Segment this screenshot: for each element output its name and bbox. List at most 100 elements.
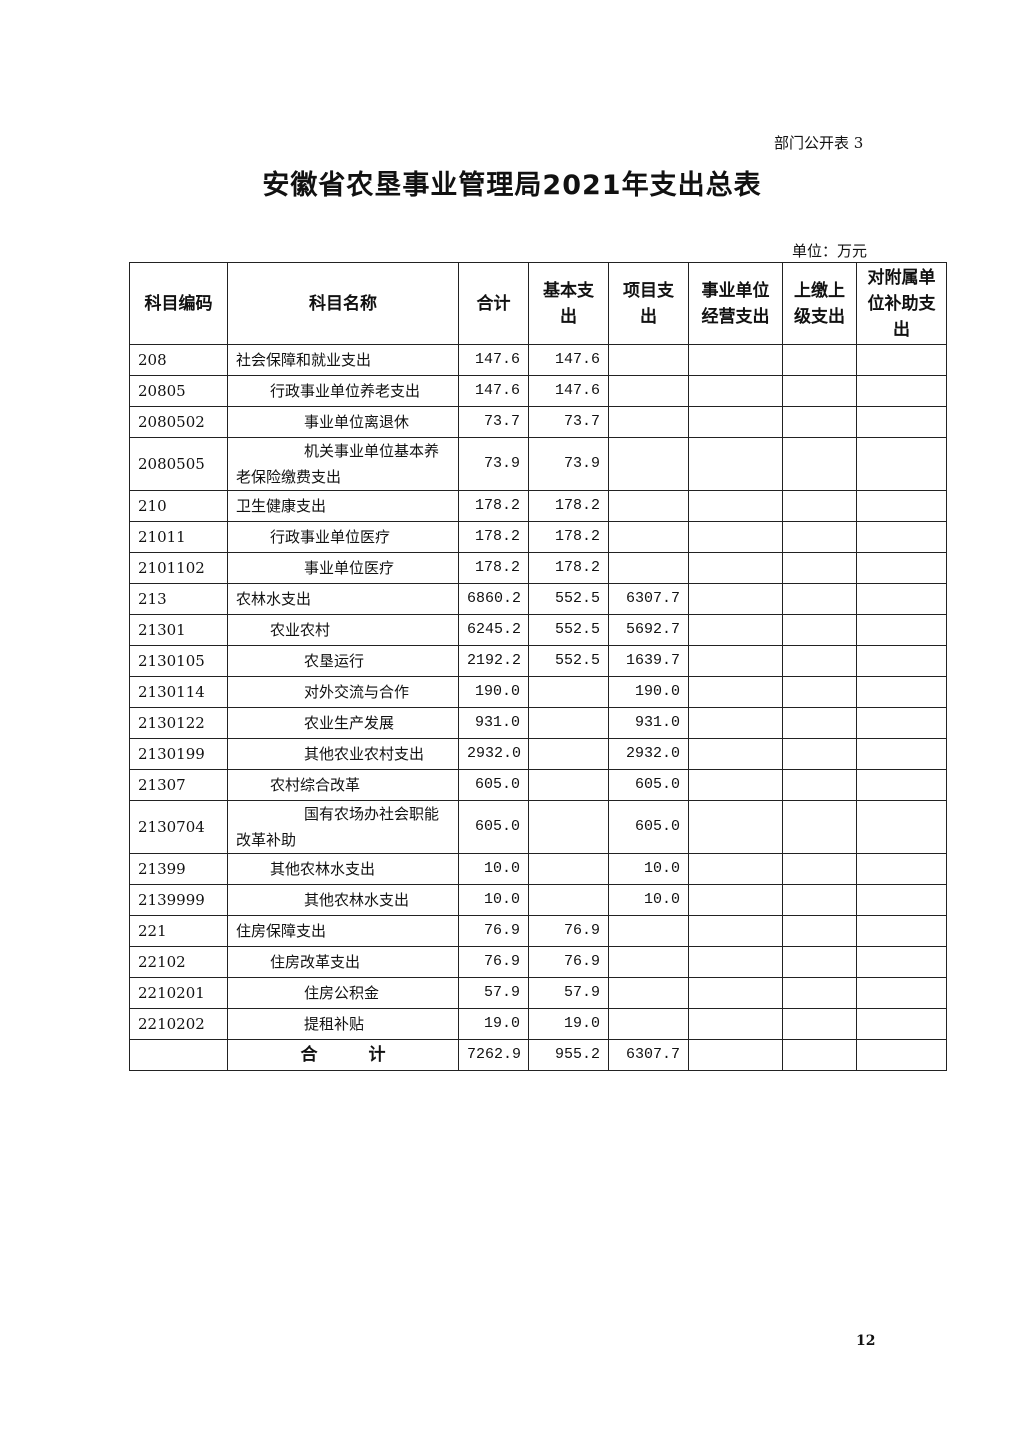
cell-project (608, 406, 689, 438)
cell-name: 农业生产发展 (227, 707, 459, 739)
cell-code: 21011 (129, 521, 228, 553)
cell-total: 73.7 (458, 406, 529, 438)
cell-remit (782, 1008, 857, 1040)
header-name: 科目名称 (227, 262, 459, 345)
cell-subsidy (856, 769, 947, 801)
table-row: 2130704 国有农场办社会职能改革补助 605.0 605.0 (129, 800, 947, 854)
cell-code: 21307 (129, 769, 228, 801)
cell-business (688, 800, 783, 854)
cell-total: 178.2 (458, 521, 529, 553)
cell-total: 147.6 (458, 344, 529, 376)
cell-remit (782, 344, 857, 376)
table-row: 2101102 事业单位医疗 178.2 178.2 (129, 552, 947, 584)
cell-project (608, 977, 689, 1009)
table-row: 20805 行政事业单位养老支出 147.6 147.6 (129, 375, 947, 407)
cell-project: 605.0 (608, 800, 689, 854)
table-row: 2210202 提租补贴 19.0 19.0 (129, 1008, 947, 1040)
cell-subsidy (856, 1008, 947, 1040)
cell-total: 73.9 (458, 437, 529, 491)
table-row: 2130122 农业生产发展 931.0 931.0 (129, 707, 947, 739)
cell-name: 卫生健康支出 (227, 490, 459, 522)
cell-total: 2932.0 (458, 738, 529, 770)
header-remit: 上缴上级支出 (782, 262, 857, 345)
cell-code: 2139999 (129, 884, 228, 916)
cell-code (129, 1039, 228, 1071)
header-basic: 基本支出 (528, 262, 609, 345)
cell-basic: 552.5 (528, 645, 609, 677)
cell-remit (782, 614, 857, 646)
cell-name: 事业单位医疗 (227, 552, 459, 584)
table-row: 21307 农村综合改革 605.0 605.0 (129, 769, 947, 801)
cell-business (688, 1008, 783, 1040)
cell-subsidy (856, 645, 947, 677)
cell-subsidy (856, 583, 947, 615)
cell-name: 住房保障支出 (227, 915, 459, 947)
cell-name: 国有农场办社会职能改革补助 (227, 800, 459, 854)
cell-basic (528, 800, 609, 854)
cell-business (688, 552, 783, 584)
cell-business (688, 645, 783, 677)
cell-name: 机关事业单位基本养老保险缴费支出 (227, 437, 459, 491)
cell-remit (782, 1039, 857, 1071)
cell-basic: 178.2 (528, 490, 609, 522)
cell-name: 其他农林水支出 (227, 884, 459, 916)
cell-basic: 552.5 (528, 614, 609, 646)
cell-name: 其他农林水支出 (227, 853, 459, 885)
cell-total: 57.9 (458, 977, 529, 1009)
cell-name: 行政事业单位医疗 (227, 521, 459, 553)
cell-basic: 73.9 (528, 437, 609, 491)
table-row: 210 卫生健康支出 178.2 178.2 (129, 490, 947, 522)
cell-remit (782, 406, 857, 438)
cell-project: 6307.7 (608, 583, 689, 615)
cell-total: 931.0 (458, 707, 529, 739)
cell-total: 178.2 (458, 552, 529, 584)
cell-basic (528, 769, 609, 801)
cell-total: 10.0 (458, 884, 529, 916)
cell-remit (782, 707, 857, 739)
page-title: 安徽省农垦事业管理局2021年支出总表 (262, 170, 762, 201)
cell-subsidy (856, 552, 947, 584)
table-row: 22102 住房改革支出 76.9 76.9 (129, 946, 947, 978)
cell-basic (528, 884, 609, 916)
cell-basic: 178.2 (528, 552, 609, 584)
cell-total: 19.0 (458, 1008, 529, 1040)
cell-basic: 955.2 (528, 1039, 609, 1071)
header-total: 合计 (458, 262, 529, 345)
cell-name: 住房公积金 (227, 977, 459, 1009)
table-row: 208 社会保障和就业支出 147.6 147.6 (129, 344, 947, 376)
cell-subsidy (856, 344, 947, 376)
cell-total: 7262.9 (458, 1039, 529, 1071)
cell-remit (782, 676, 857, 708)
header-row: 科目编码 科目名称 合计 基本支出 项目支出 事业单位经营支出 上缴上级支出 对… (129, 262, 947, 345)
cell-basic: 19.0 (528, 1008, 609, 1040)
cell-total: 76.9 (458, 946, 529, 978)
cell-remit (782, 853, 857, 885)
cell-code: 21399 (129, 853, 228, 885)
cell-subsidy (856, 676, 947, 708)
expenditure-table: 科目编码 科目名称 合计 基本支出 项目支出 事业单位经营支出 上缴上级支出 对… (129, 262, 947, 1071)
cell-code: 2130704 (129, 800, 228, 854)
cell-code: 208 (129, 344, 228, 376)
cell-total: 605.0 (458, 800, 529, 854)
cell-subsidy (856, 915, 947, 947)
cell-project: 605.0 (608, 769, 689, 801)
cell-project (608, 915, 689, 947)
cell-basic (528, 676, 609, 708)
cell-name: 农业农村 (227, 614, 459, 646)
cell-project (608, 437, 689, 491)
cell-total: 6860.2 (458, 583, 529, 615)
page-number: 12 (856, 1333, 876, 1349)
cell-business (688, 707, 783, 739)
table-row: 21399 其他农林水支出 10.0 10.0 (129, 853, 947, 885)
cell-basic: 178.2 (528, 521, 609, 553)
cell-business (688, 406, 783, 438)
cell-total: 190.0 (458, 676, 529, 708)
cell-subsidy (856, 614, 947, 646)
cell-business (688, 853, 783, 885)
cell-remit (782, 437, 857, 491)
cell-remit (782, 915, 857, 947)
cell-basic: 147.6 (528, 375, 609, 407)
cell-code: 21301 (129, 614, 228, 646)
cell-basic: 147.6 (528, 344, 609, 376)
cell-business (688, 769, 783, 801)
